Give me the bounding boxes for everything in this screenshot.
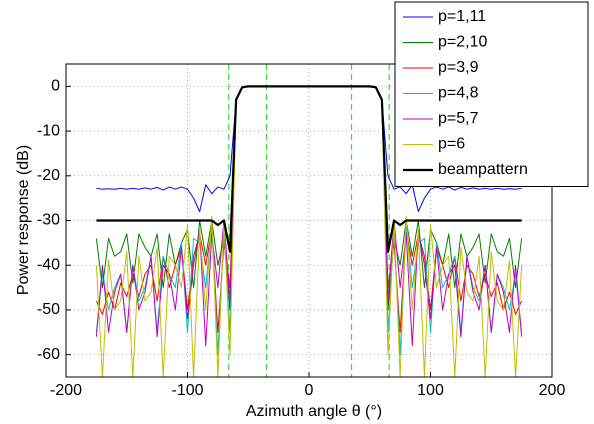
x-tick-label: -200 [50, 382, 82, 399]
legend-box [394, 1, 589, 187]
y-tick-label: -60 [37, 346, 60, 363]
x-tick-label: -100 [171, 382, 203, 399]
axes-box [65, 63, 553, 378]
y-tick-label: -30 [37, 212, 60, 229]
x-axis-label: Azimuth angle θ (°) [246, 403, 382, 420]
legend-label: p=5,7 [438, 110, 479, 127]
y-tick-label: -10 [37, 122, 60, 139]
x-tick-label: 200 [539, 382, 566, 399]
legend-label: p=2,10 [438, 34, 487, 51]
legend-label: p=1,11 [438, 8, 486, 25]
y-tick-label: 0 [51, 78, 60, 95]
legend-label: p=6 [438, 136, 465, 153]
plot-lines [95, 64, 523, 377]
x-tick-label: 100 [417, 382, 444, 399]
legend-label: p=4,8 [438, 85, 479, 102]
series-line [96, 85, 522, 253]
y-tick-label: -40 [37, 256, 60, 273]
y-axis-label: Power response (dB) [15, 145, 32, 295]
y-tick-label: -50 [37, 301, 60, 318]
x-tick-label: 0 [305, 382, 314, 399]
legend-label: p=3,9 [438, 59, 479, 76]
legend-label: beampattern [438, 161, 528, 178]
y-tick-label: -20 [37, 167, 60, 184]
